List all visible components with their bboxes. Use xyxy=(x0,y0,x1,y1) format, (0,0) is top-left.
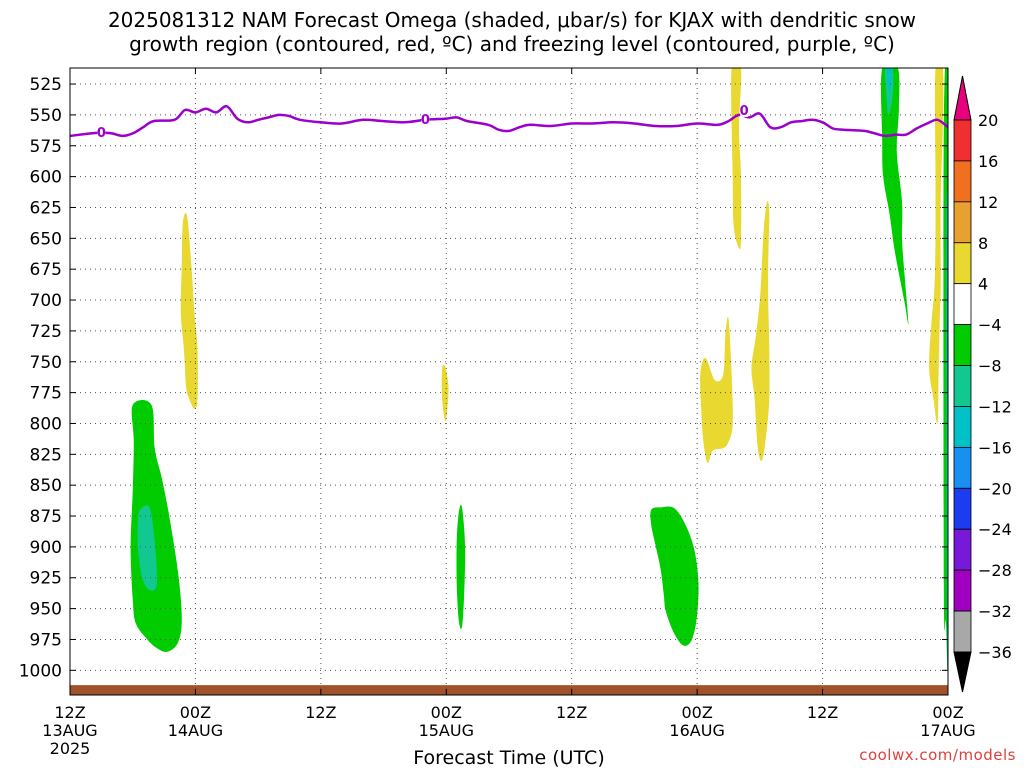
y-tick-label: 975 xyxy=(30,630,62,650)
y-tick-label: 675 xyxy=(30,260,62,280)
freezing-level-label: 0 xyxy=(740,104,749,119)
colorbar-label: −20 xyxy=(978,479,1012,498)
colorbar-segment xyxy=(953,487,972,530)
colorbar-label: −8 xyxy=(978,357,1002,376)
y-tick-label: 825 xyxy=(30,445,62,465)
grid xyxy=(70,68,948,695)
colorbar-segment xyxy=(953,160,972,203)
colorbar-label: 16 xyxy=(978,152,998,171)
colorbar-label: −28 xyxy=(978,561,1012,580)
y-tick-label: 775 xyxy=(30,384,62,404)
chart-title-line1: 2025081312 NAM Forecast Omega (shaded, μ… xyxy=(107,8,917,32)
y-tick-label: 925 xyxy=(30,569,62,589)
y-tick-label: 850 xyxy=(30,476,62,496)
x-tick-label: 00Z 16AUG xyxy=(669,703,724,740)
freezing-label-bg xyxy=(421,112,430,127)
ground-band xyxy=(70,685,948,695)
colorbar-label: 20 xyxy=(978,111,998,130)
colorbar: 20 16 12 8 4 −4 −8 −12 −16 −20 −24 −28 −32 −36 xyxy=(953,75,1012,693)
freezing-level-label: 0 xyxy=(421,113,430,128)
y-tick-label: 550 xyxy=(30,106,62,126)
colorbar-segment xyxy=(953,201,972,244)
y-tick-label: 700 xyxy=(30,291,62,311)
omega-region xyxy=(130,399,182,652)
colorbar-bottom-triangle xyxy=(953,651,972,693)
colorbar-segment xyxy=(953,528,972,571)
chart-title-line2: growth region (contoured, red, ºC) and f… xyxy=(129,32,895,56)
credit-text: coolwx.com/models xyxy=(859,746,1016,764)
colorbar-segment xyxy=(953,242,972,285)
omega-region xyxy=(456,504,466,629)
y-tick-label: 575 xyxy=(30,137,62,157)
x-axis-label: Forecast Time (UTC) xyxy=(413,747,604,768)
x-tick-label: 00Z 15AUG xyxy=(419,703,474,740)
x-tick-label: 00Z 14AUG xyxy=(168,703,223,740)
y-tick-label: 650 xyxy=(30,229,62,249)
colorbar-segment xyxy=(953,324,972,366)
omega-region xyxy=(650,506,699,646)
x-tick-label: 12Z xyxy=(556,703,587,722)
colorbar-label: −12 xyxy=(978,397,1012,416)
x-tick-label: 12Z 13AUG 2025 xyxy=(42,703,97,758)
colorbar-label: −4 xyxy=(978,316,1002,335)
omega-region xyxy=(180,212,198,409)
colorbar-label: −32 xyxy=(978,602,1012,621)
omega-region xyxy=(731,68,742,250)
colorbar-label: −16 xyxy=(978,438,1012,457)
y-tick-label: 725 xyxy=(30,322,62,342)
omega-region xyxy=(887,68,893,91)
colorbar-segment xyxy=(953,569,972,612)
y-tick-label: 525 xyxy=(30,75,62,95)
colorbar-label: 4 xyxy=(978,275,988,294)
colorbar-top-triangle xyxy=(953,75,972,121)
y-tick-label: 875 xyxy=(30,507,62,527)
x-axis: 12Z 13AUG 2025 00Z 14AUG 12Z 00Z 15AUG 12Z 00Z 16A… xyxy=(42,68,976,758)
colorbar-label: −36 xyxy=(978,643,1012,662)
colorbar-segment xyxy=(953,119,972,162)
y-tick-label: 800 xyxy=(30,414,62,434)
colorbar-segment xyxy=(953,446,972,489)
y-axis: 525 550 575 600 625 650 675 700 725 750 775 800 825 8… xyxy=(19,75,948,681)
omega-region xyxy=(137,505,158,591)
colorbar-segment xyxy=(953,406,972,448)
x-tick-label: 12Z xyxy=(305,703,336,722)
x-tick-label: 00Z 17AUG xyxy=(920,703,975,740)
y-tick-label: 600 xyxy=(30,168,62,188)
colorbar-label: 8 xyxy=(978,234,988,253)
colorbar-segment xyxy=(953,610,972,653)
plot-frame xyxy=(69,67,949,696)
y-tick-label: 750 xyxy=(30,353,62,373)
freezing-label-bg xyxy=(740,102,749,117)
freezing-label-bg xyxy=(97,125,106,140)
y-tick-label: 1000 xyxy=(19,661,62,681)
x-tick-label: 12Z xyxy=(807,703,838,722)
colorbar-segment xyxy=(953,365,972,407)
y-tick-label: 625 xyxy=(30,198,62,218)
freezing-level-line xyxy=(70,104,948,138)
y-tick-label: 900 xyxy=(30,538,62,558)
y-tick-label: 950 xyxy=(30,600,62,620)
omega-region xyxy=(880,68,909,325)
freezing-level-label: 0 xyxy=(97,126,106,141)
colorbar-label: 12 xyxy=(978,193,998,212)
omega-region xyxy=(929,68,944,424)
colorbar-segment xyxy=(953,283,972,326)
colorbar-label: −24 xyxy=(978,520,1012,539)
omega-region xyxy=(700,316,733,464)
